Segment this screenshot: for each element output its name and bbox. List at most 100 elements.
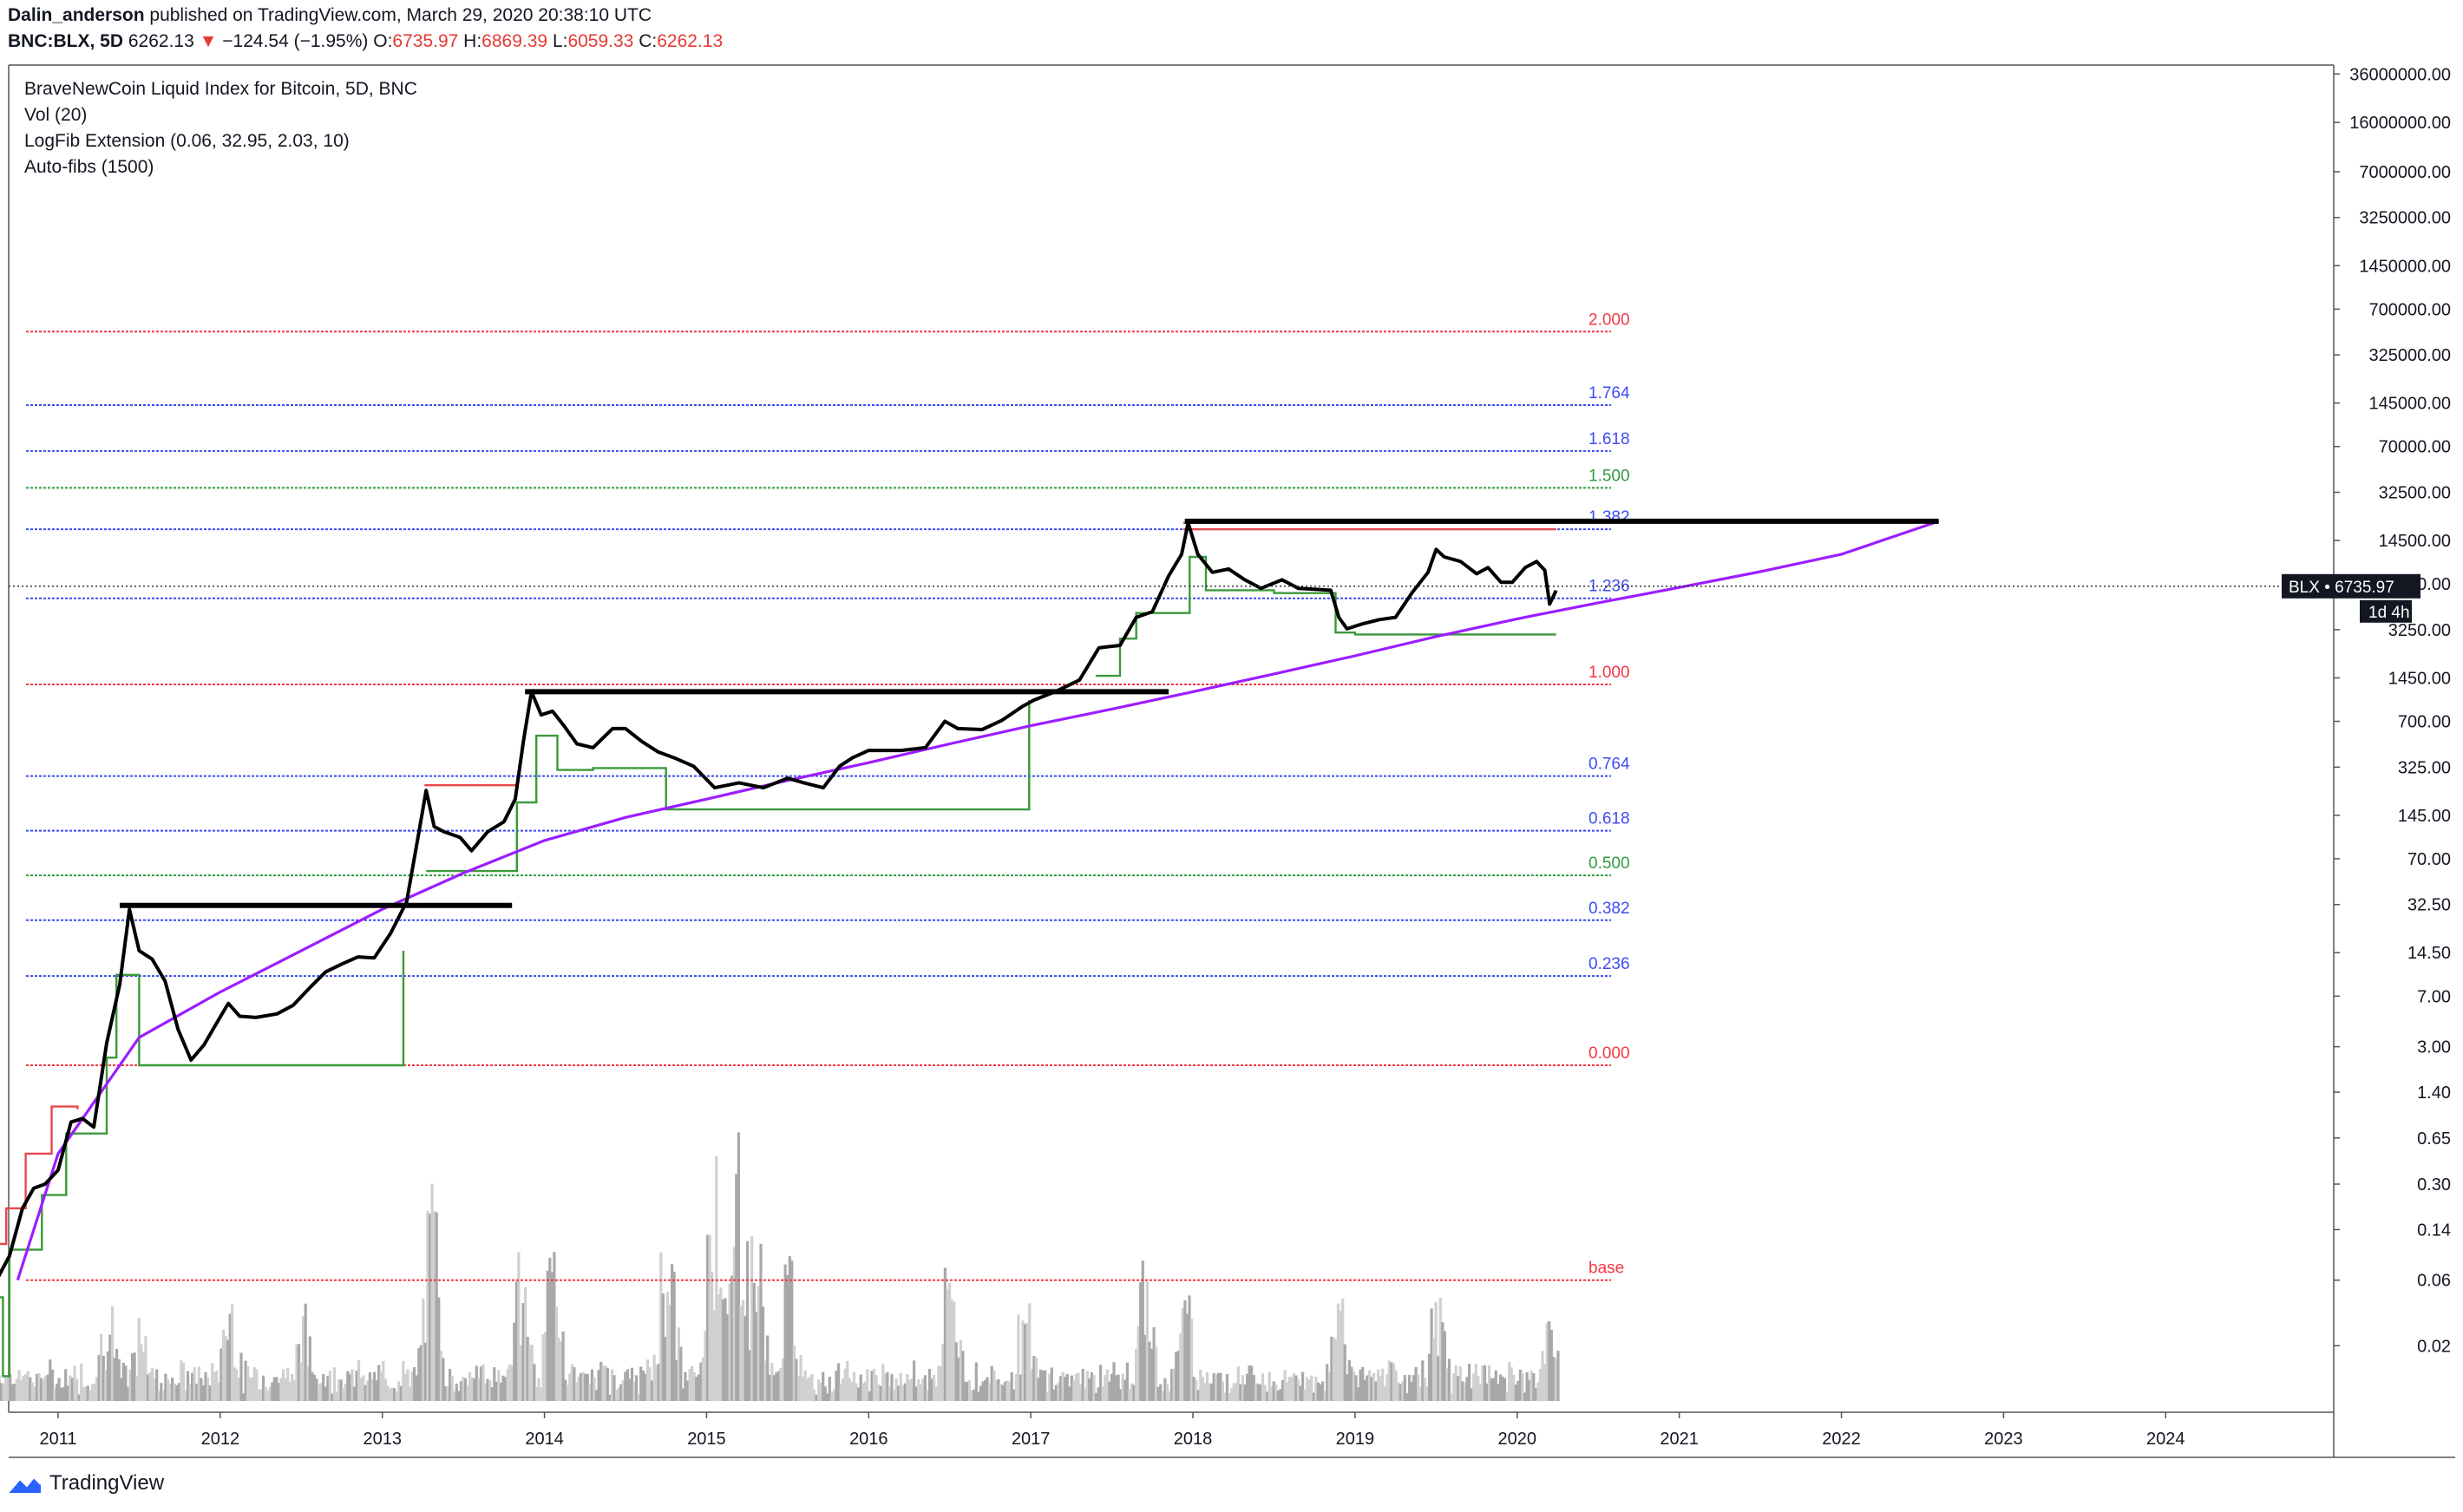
volume-bar bbox=[246, 1366, 250, 1401]
volume-bar bbox=[1097, 1387, 1100, 1401]
volume-bar bbox=[1503, 1378, 1507, 1401]
symbol-label[interactable]: BNC:BLX, 5D bbox=[8, 31, 124, 51]
volume-bar bbox=[337, 1379, 341, 1401]
volume-bar bbox=[593, 1377, 596, 1401]
volume-bar bbox=[763, 1360, 767, 1401]
volume-bar bbox=[835, 1371, 838, 1401]
volume-bar bbox=[1418, 1387, 1422, 1401]
volume-bar bbox=[1254, 1383, 1258, 1401]
volume-bar bbox=[1185, 1313, 1189, 1401]
volume-bar bbox=[550, 1272, 554, 1401]
volume-bar bbox=[1326, 1364, 1329, 1401]
legend-vol[interactable]: Vol (20) bbox=[24, 105, 88, 125]
volume-bar bbox=[1152, 1327, 1156, 1401]
volume-bar bbox=[346, 1371, 350, 1401]
volume-bar bbox=[1170, 1369, 1174, 1401]
x-tick-label: 2012 bbox=[201, 1430, 240, 1449]
volume-bar bbox=[15, 1378, 18, 1401]
volume-bar bbox=[601, 1365, 605, 1401]
y-tick-label: 145000.00 bbox=[2368, 395, 2451, 414]
volume-bar bbox=[60, 1388, 63, 1401]
volume-bar bbox=[410, 1371, 414, 1401]
volume-bar bbox=[953, 1301, 956, 1401]
volume-bar bbox=[1283, 1370, 1287, 1401]
volume-bar bbox=[6, 1376, 10, 1401]
volume-bar bbox=[1156, 1386, 1160, 1401]
volume-bar bbox=[120, 1378, 123, 1401]
volume-bar bbox=[35, 1374, 39, 1401]
volume-bar bbox=[1341, 1299, 1345, 1401]
volume-bar bbox=[990, 1365, 993, 1401]
author-name[interactable]: Dalin_anderson bbox=[8, 5, 145, 25]
volume-bar bbox=[624, 1371, 627, 1401]
fib-level-label: 0.764 bbox=[1589, 756, 1630, 774]
x-tick-label: 2019 bbox=[1336, 1430, 1375, 1449]
volume-bar bbox=[413, 1367, 416, 1401]
volume-bar bbox=[808, 1377, 811, 1401]
volume-bar bbox=[141, 1352, 145, 1401]
volume-bar bbox=[1263, 1384, 1267, 1401]
volume-bar bbox=[279, 1378, 283, 1401]
legend-logfib[interactable]: LogFib Extension (0.06, 32.95, 2.03, 10) bbox=[24, 131, 350, 151]
volume-bar bbox=[477, 1378, 481, 1401]
fib-level-label: 0.236 bbox=[1589, 955, 1630, 973]
volume-bar bbox=[1359, 1369, 1362, 1401]
volume-bar bbox=[219, 1348, 223, 1401]
volume-bar bbox=[1545, 1323, 1549, 1401]
volume-bar bbox=[1201, 1377, 1204, 1401]
volume-bar bbox=[1381, 1368, 1385, 1401]
y-tick-label: 14.50 bbox=[2407, 944, 2451, 963]
volume-bar bbox=[84, 1386, 88, 1401]
volume-bar bbox=[0, 1383, 3, 1401]
y-tick-label: 3250.00 bbox=[2388, 621, 2451, 640]
y-tick-label: 14500.00 bbox=[2379, 532, 2451, 551]
volume-bar bbox=[66, 1385, 69, 1401]
volume-bar bbox=[1223, 1392, 1227, 1401]
volume-bar bbox=[537, 1378, 540, 1401]
volume-bar bbox=[251, 1378, 254, 1401]
volume-bar bbox=[288, 1382, 291, 1401]
volume-bar bbox=[675, 1359, 678, 1401]
volume-bar bbox=[890, 1373, 894, 1401]
volume-bar bbox=[1321, 1381, 1325, 1401]
volume-bar bbox=[992, 1370, 996, 1401]
volume-bar bbox=[1125, 1362, 1129, 1401]
volume-bar bbox=[1330, 1336, 1333, 1401]
volume-bar bbox=[1485, 1383, 1489, 1401]
volume-bar bbox=[1210, 1383, 1214, 1401]
volume-bar bbox=[395, 1391, 398, 1401]
volume-bar bbox=[868, 1391, 871, 1401]
legend-autofibs[interactable]: Auto-fibs (1500) bbox=[24, 157, 154, 177]
footer-brand[interactable]: TradingView bbox=[49, 1471, 165, 1495]
fib-level-label: 0.618 bbox=[1589, 810, 1630, 828]
volume-bar bbox=[1117, 1374, 1120, 1401]
volume-bar bbox=[610, 1369, 614, 1401]
volume-bar bbox=[1070, 1375, 1073, 1401]
volume-bar bbox=[1383, 1386, 1386, 1401]
volume-bar bbox=[128, 1370, 132, 1401]
volume-bar bbox=[1025, 1322, 1029, 1401]
volume-bar bbox=[62, 1386, 65, 1401]
volume-bar bbox=[1014, 1373, 1018, 1401]
volume-bar bbox=[1183, 1299, 1187, 1401]
volume-bar bbox=[1010, 1372, 1013, 1401]
volume-bar bbox=[1445, 1368, 1449, 1401]
fib-level-label: 1.500 bbox=[1589, 467, 1630, 485]
volume-bar bbox=[1004, 1381, 1007, 1401]
volume-bar bbox=[639, 1366, 643, 1401]
volume-bar bbox=[193, 1367, 196, 1401]
volume-bar bbox=[295, 1344, 298, 1401]
fib-levels: 2.000 1.764 1.618 1.500 1.382 1.236 1.000 0.764… bbox=[26, 311, 1630, 1281]
volume-bar bbox=[1465, 1377, 1469, 1401]
volume-bar bbox=[704, 1330, 707, 1401]
volume-bar bbox=[1372, 1373, 1376, 1401]
legend-title[interactable]: BraveNewCoin Liquid Index for Bitcoin, 5… bbox=[24, 79, 417, 99]
volume-bar bbox=[695, 1377, 698, 1401]
volume-bar bbox=[1319, 1384, 1322, 1401]
volume-bar bbox=[907, 1379, 912, 1401]
volume-bar bbox=[1130, 1383, 1134, 1401]
volume-bar bbox=[181, 1362, 185, 1401]
volume-bar bbox=[1292, 1373, 1295, 1401]
volume-bar bbox=[850, 1382, 854, 1401]
